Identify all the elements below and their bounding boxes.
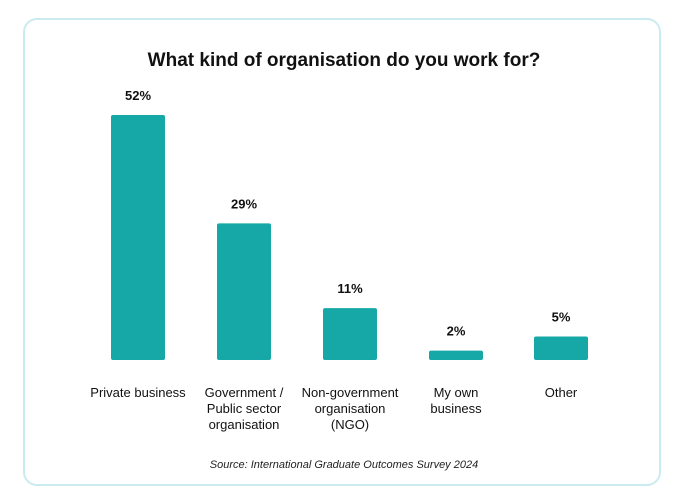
category-label-1: Private business — [90, 385, 186, 400]
category-label-line: business — [430, 401, 482, 416]
category-label-line: Non-government — [302, 385, 399, 400]
value-label-5: 5% — [552, 309, 571, 324]
value-labels-group: 52% 29% 11% 2% 5% — [125, 88, 571, 339]
source-note: Source: International Graduate Outcomes … — [209, 459, 479, 471]
value-label-1: 52% — [125, 88, 151, 103]
category-label-line: Private business — [90, 385, 186, 400]
bar-1 — [111, 115, 165, 360]
value-label-4: 2% — [447, 324, 466, 339]
category-labels-group: Private business Government / Public secto… — [90, 385, 578, 432]
category-label-line: My own — [434, 385, 479, 400]
category-label-line: Public sector — [207, 401, 282, 416]
bar-5 — [534, 336, 588, 360]
bar-4 — [429, 350, 483, 360]
category-label-line: organisation — [209, 417, 280, 432]
bar-3 — [323, 308, 377, 360]
bar-2 — [217, 223, 271, 360]
category-label-5: Other — [545, 385, 578, 400]
category-label-3: Non-government organisation (NGO) — [302, 385, 399, 432]
category-label-line: (NGO) — [331, 417, 369, 432]
value-label-3: 11% — [337, 281, 363, 296]
category-label-line: Other — [545, 385, 578, 400]
category-label-line: Government / — [205, 385, 284, 400]
category-label-4: My own business — [430, 385, 482, 416]
value-label-2: 29% — [231, 196, 257, 211]
bars-group — [111, 115, 588, 360]
category-label-2: Government / Public sector organisation — [205, 385, 284, 432]
category-label-line: organisation — [315, 401, 386, 416]
chart-title: What kind of organisation do you work fo… — [147, 50, 541, 71]
